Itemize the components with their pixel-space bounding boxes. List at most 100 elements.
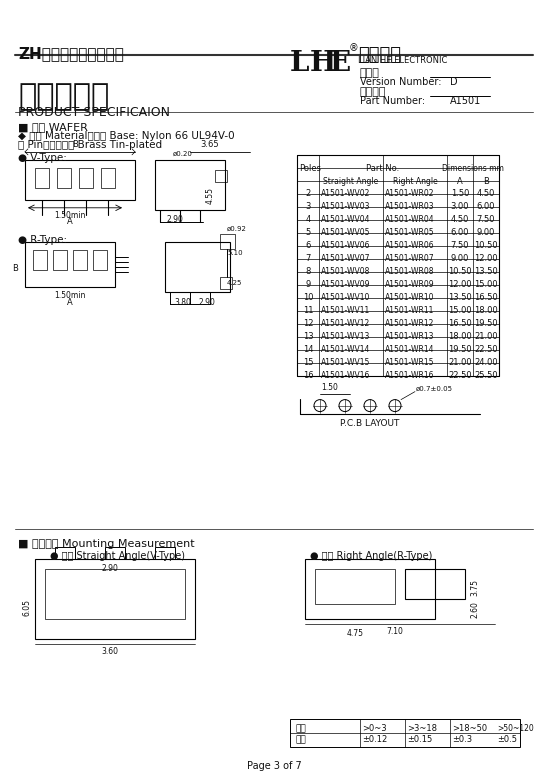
- Text: 3.75: 3.75: [471, 580, 480, 597]
- Text: 产品编码: 产品编码: [360, 87, 386, 97]
- Text: 6.00: 6.00: [477, 202, 495, 211]
- Text: ±0.5: ±0.5: [497, 735, 517, 745]
- Text: Straight Angle: Straight Angle: [323, 177, 379, 186]
- Text: D: D: [450, 77, 458, 87]
- Text: ■ 安装尺寸 Mounting Measurement: ■ 安装尺寸 Mounting Measurement: [18, 539, 195, 550]
- Text: 针 Pin：黄铜镀锡 Brass Tin-plated: 针 Pin：黄铜镀锡 Brass Tin-plated: [18, 140, 162, 150]
- Bar: [79, 168, 93, 188]
- Text: A1501-WV05: A1501-WV05: [321, 228, 370, 237]
- Text: ● V-Type:: ● V-Type:: [18, 152, 67, 163]
- Text: P.C.B LAYOUT: P.C.B LAYOUT: [340, 419, 399, 427]
- Text: A1501-WR14: A1501-WR14: [385, 345, 435, 354]
- Text: 7.10: 7.10: [386, 628, 403, 636]
- Bar: [215, 170, 227, 182]
- Text: Version Number:: Version Number:: [360, 77, 442, 87]
- Text: 9: 9: [305, 280, 311, 289]
- Text: 4.50: 4.50: [477, 190, 495, 198]
- Text: A1501-WV15: A1501-WV15: [321, 358, 370, 367]
- Text: A1501: A1501: [450, 96, 481, 106]
- Text: 2: 2: [305, 190, 311, 198]
- Text: A: A: [67, 217, 73, 226]
- Text: 10.50: 10.50: [448, 267, 472, 276]
- Text: 15: 15: [302, 358, 313, 367]
- Bar: [290, 719, 520, 747]
- Text: 1.50min: 1.50min: [54, 211, 85, 220]
- Text: 1.50: 1.50: [322, 382, 339, 392]
- Text: 15.00: 15.00: [474, 280, 498, 289]
- Text: 13: 13: [302, 332, 313, 341]
- Text: A1501-WV04: A1501-WV04: [321, 215, 370, 224]
- Text: 25.50: 25.50: [474, 371, 498, 380]
- Bar: [155, 160, 225, 210]
- Text: 2.90: 2.90: [167, 215, 184, 224]
- Text: A1501-WV07: A1501-WV07: [321, 254, 370, 263]
- Text: 21.00: 21.00: [448, 358, 472, 367]
- Bar: [53, 250, 67, 269]
- Text: >18~50: >18~50: [452, 724, 487, 733]
- Text: 2.90: 2.90: [101, 564, 118, 574]
- Text: A1501-WR15: A1501-WR15: [385, 358, 435, 367]
- Text: 21.00: 21.00: [474, 332, 498, 341]
- Text: ● 卧式 Right Angle(R-Type): ● 卧式 Right Angle(R-Type): [310, 551, 432, 561]
- Text: 3.60: 3.60: [101, 647, 118, 656]
- Text: 22.50: 22.50: [474, 345, 498, 354]
- Text: 4.75: 4.75: [346, 629, 363, 639]
- Text: 8: 8: [305, 267, 311, 276]
- Text: 19.50: 19.50: [474, 319, 498, 328]
- Text: A1501-WR10: A1501-WR10: [385, 293, 435, 302]
- Text: A1501-WV10: A1501-WV10: [321, 293, 370, 302]
- Text: A1501-WR16: A1501-WR16: [385, 371, 435, 380]
- Text: H: H: [310, 50, 336, 77]
- Text: 1.50: 1.50: [451, 190, 469, 198]
- Text: 4.50: 4.50: [451, 215, 469, 224]
- Text: >0~3: >0~3: [362, 724, 387, 733]
- Text: 12.00: 12.00: [474, 254, 498, 263]
- Text: E: E: [330, 50, 351, 77]
- Bar: [33, 250, 47, 269]
- Text: A1501-WR04: A1501-WR04: [385, 215, 435, 224]
- Text: Part No.: Part No.: [367, 164, 399, 173]
- Text: 14: 14: [302, 345, 313, 354]
- Text: A1501-WR13: A1501-WR13: [385, 332, 435, 341]
- Bar: [55, 547, 75, 560]
- Text: A1501-WV14: A1501-WV14: [321, 345, 370, 354]
- Text: 联和电子: 联和电子: [358, 46, 401, 64]
- Text: A1501-WV13: A1501-WV13: [321, 332, 370, 341]
- Text: A: A: [457, 177, 463, 186]
- Text: 4: 4: [305, 215, 311, 224]
- Text: 12.00: 12.00: [448, 280, 472, 289]
- Bar: [57, 168, 71, 188]
- Text: 9.00: 9.00: [477, 228, 495, 237]
- Text: A1501-WV11: A1501-WV11: [321, 307, 370, 315]
- Text: ±0.15: ±0.15: [407, 735, 432, 745]
- Text: A1501-WR11: A1501-WR11: [385, 307, 435, 315]
- Bar: [155, 547, 175, 560]
- Text: 版本号: 版本号: [360, 68, 380, 78]
- Text: A1501-WV08: A1501-WV08: [321, 267, 370, 276]
- Text: 16.50: 16.50: [474, 293, 498, 302]
- Text: 7.50: 7.50: [451, 241, 469, 250]
- Bar: [220, 277, 232, 289]
- Text: 15.00: 15.00: [448, 307, 472, 315]
- Text: 6.00: 6.00: [451, 228, 469, 237]
- Text: 3.00: 3.00: [451, 202, 469, 211]
- Text: 10: 10: [302, 293, 313, 302]
- Text: ø0.20: ø0.20: [173, 151, 193, 157]
- Text: A: A: [67, 298, 73, 307]
- Bar: [25, 241, 115, 286]
- Text: A1501-WR12: A1501-WR12: [385, 319, 435, 328]
- Text: 公差: 公差: [295, 735, 306, 745]
- Text: 2.60: 2.60: [471, 601, 480, 618]
- Text: 产品规格书: 产品规格书: [18, 82, 109, 111]
- Bar: [101, 168, 115, 188]
- Text: 3.80: 3.80: [175, 298, 191, 307]
- Text: A1501-WV09: A1501-WV09: [321, 280, 370, 289]
- Text: 9.00: 9.00: [451, 254, 469, 263]
- Text: B: B: [483, 177, 489, 186]
- Text: 1.50min: 1.50min: [54, 291, 85, 300]
- Bar: [45, 570, 185, 619]
- Text: 6.05: 6.05: [22, 599, 31, 616]
- Text: B: B: [12, 264, 18, 272]
- Text: B: B: [72, 140, 78, 149]
- Bar: [297, 155, 499, 375]
